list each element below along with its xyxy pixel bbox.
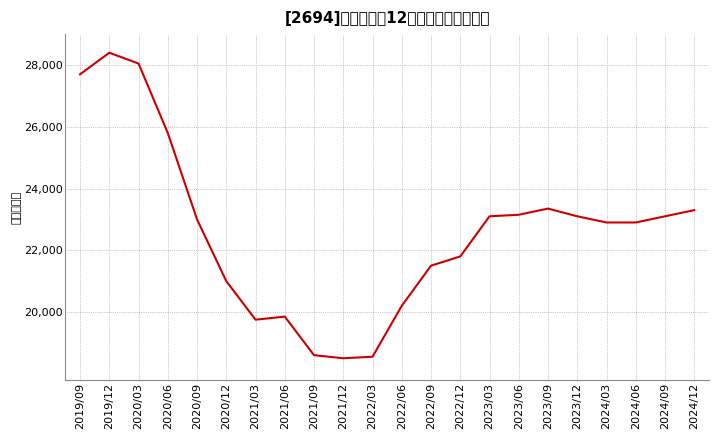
Y-axis label: （百万円）: （百万円）: [11, 191, 21, 224]
Title: [2694]　売上高の12か月移動合計の推移: [2694] 売上高の12か月移動合計の推移: [284, 11, 490, 26]
